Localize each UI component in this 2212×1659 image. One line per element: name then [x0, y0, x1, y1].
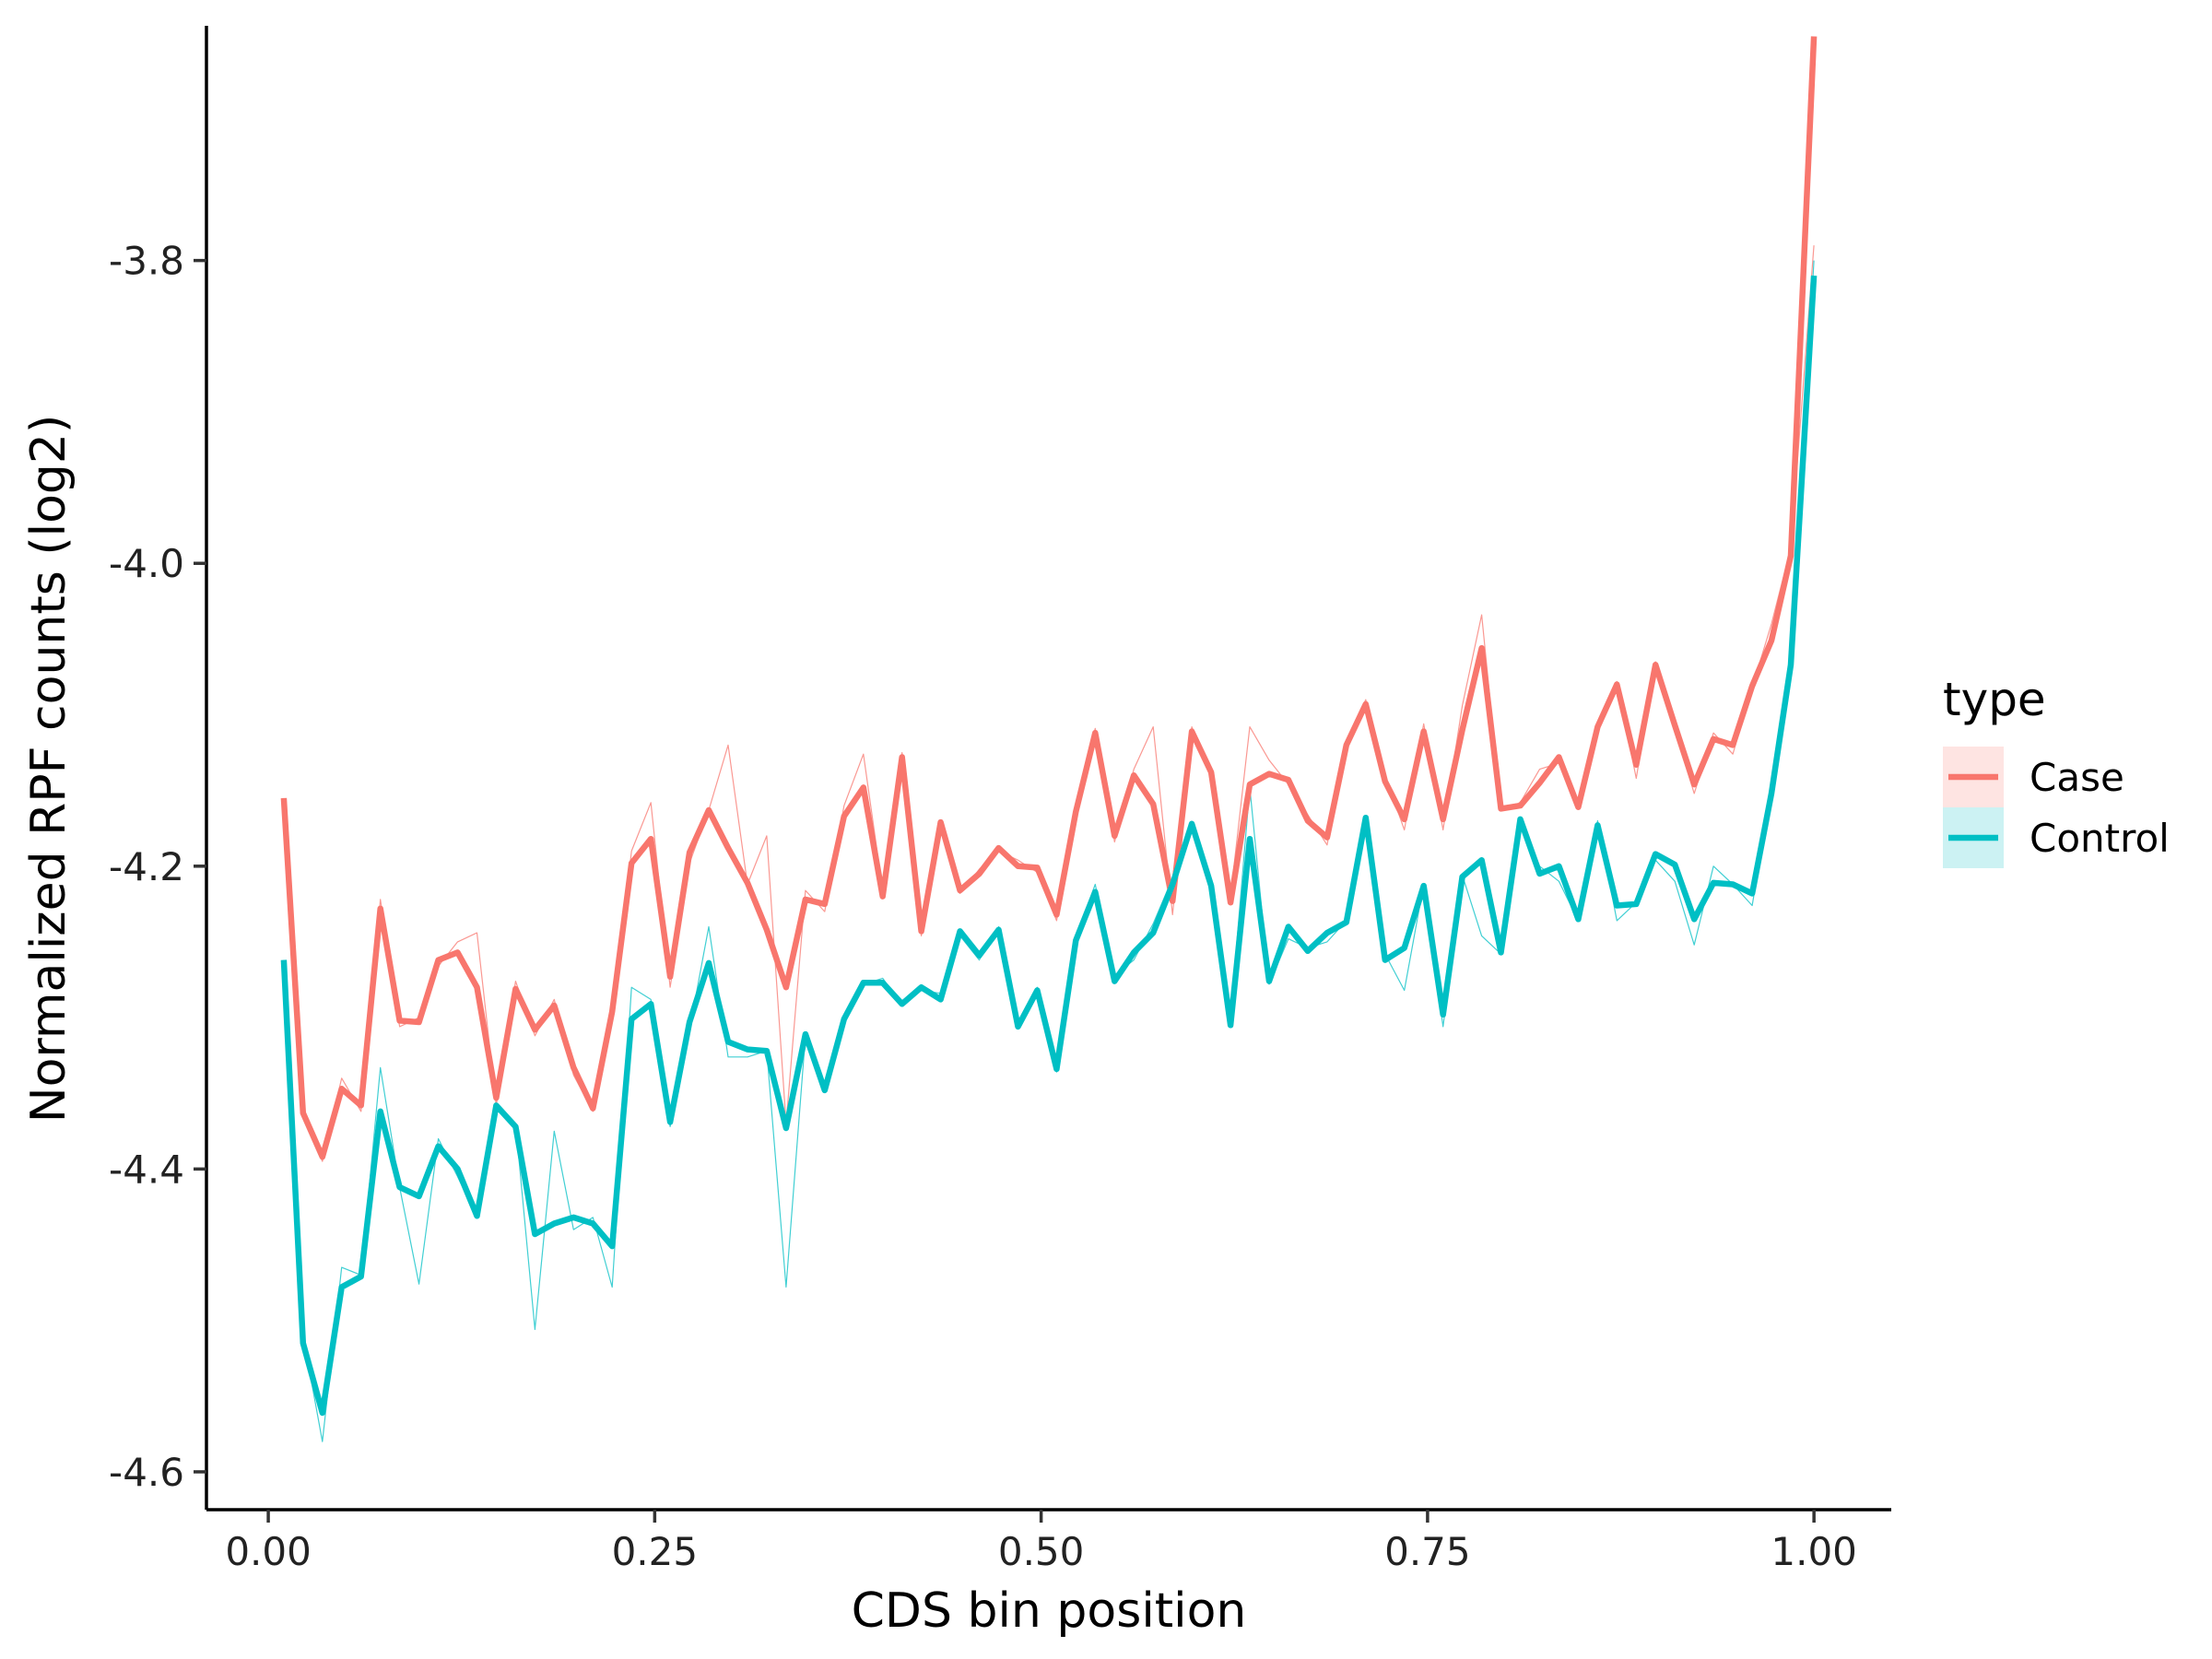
y-axis-title: Normalized RPF counts (log2)	[21, 415, 76, 1124]
y-axis-ticks: -4.6 -4.4 -4.2 -4.0 -3.8	[109, 239, 206, 1495]
legend-label-case: Case	[2030, 755, 2124, 800]
case-smoothed-line	[280, 36, 1818, 1160]
control-raw-line	[283, 260, 1815, 1442]
y-tick-label: -4.4	[109, 1147, 184, 1192]
legend: type Case Control	[1943, 673, 2170, 868]
legend-item-case: Case	[1943, 747, 2124, 807]
x-tick-label: 0.50	[998, 1529, 1085, 1574]
legend-item-control: Control	[1943, 807, 2170, 868]
control-smoothed-line	[280, 275, 1818, 1417]
x-tick-label: 1.00	[1771, 1529, 1857, 1574]
x-axis-ticks: 0.00 0.25 0.50 0.75 1.00	[225, 1510, 1857, 1574]
y-tick-label: -3.8	[109, 239, 184, 284]
case-raw-line	[283, 245, 1815, 1162]
legend-label-control: Control	[2030, 816, 2170, 861]
x-tick-label: 0.75	[1384, 1529, 1471, 1574]
x-axis-title: CDS bin position	[852, 1583, 1247, 1639]
x-tick-label: 0.25	[612, 1529, 699, 1574]
y-tick-label: -4.0	[109, 541, 184, 586]
y-tick-label: -4.6	[109, 1450, 184, 1495]
legend-title: type	[1943, 673, 2046, 726]
x-tick-label: 0.00	[225, 1529, 312, 1574]
y-tick-label: -4.2	[109, 844, 184, 889]
plot-area	[280, 36, 1818, 1442]
